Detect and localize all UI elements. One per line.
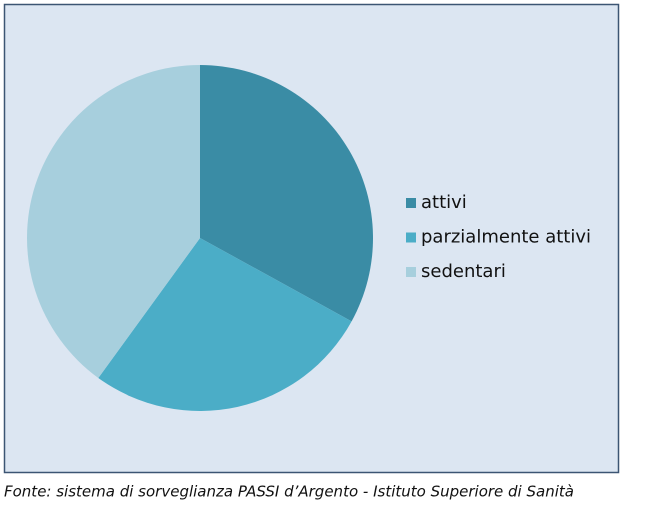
legend-swatch [406, 232, 416, 243]
legend-label: parzialmente attivi [421, 227, 591, 248]
pie-slice [98, 238, 352, 411]
legend-label: sedentari [421, 261, 506, 282]
legend-swatch [406, 198, 416, 208]
legend-swatch [406, 267, 416, 277]
pie-slice [27, 65, 200, 378]
pie-slice [200, 65, 373, 322]
legend-label: attivi [421, 192, 467, 213]
source-note: Fonte: sistema di sorveglianza PASSI d’A… [4, 483, 574, 501]
